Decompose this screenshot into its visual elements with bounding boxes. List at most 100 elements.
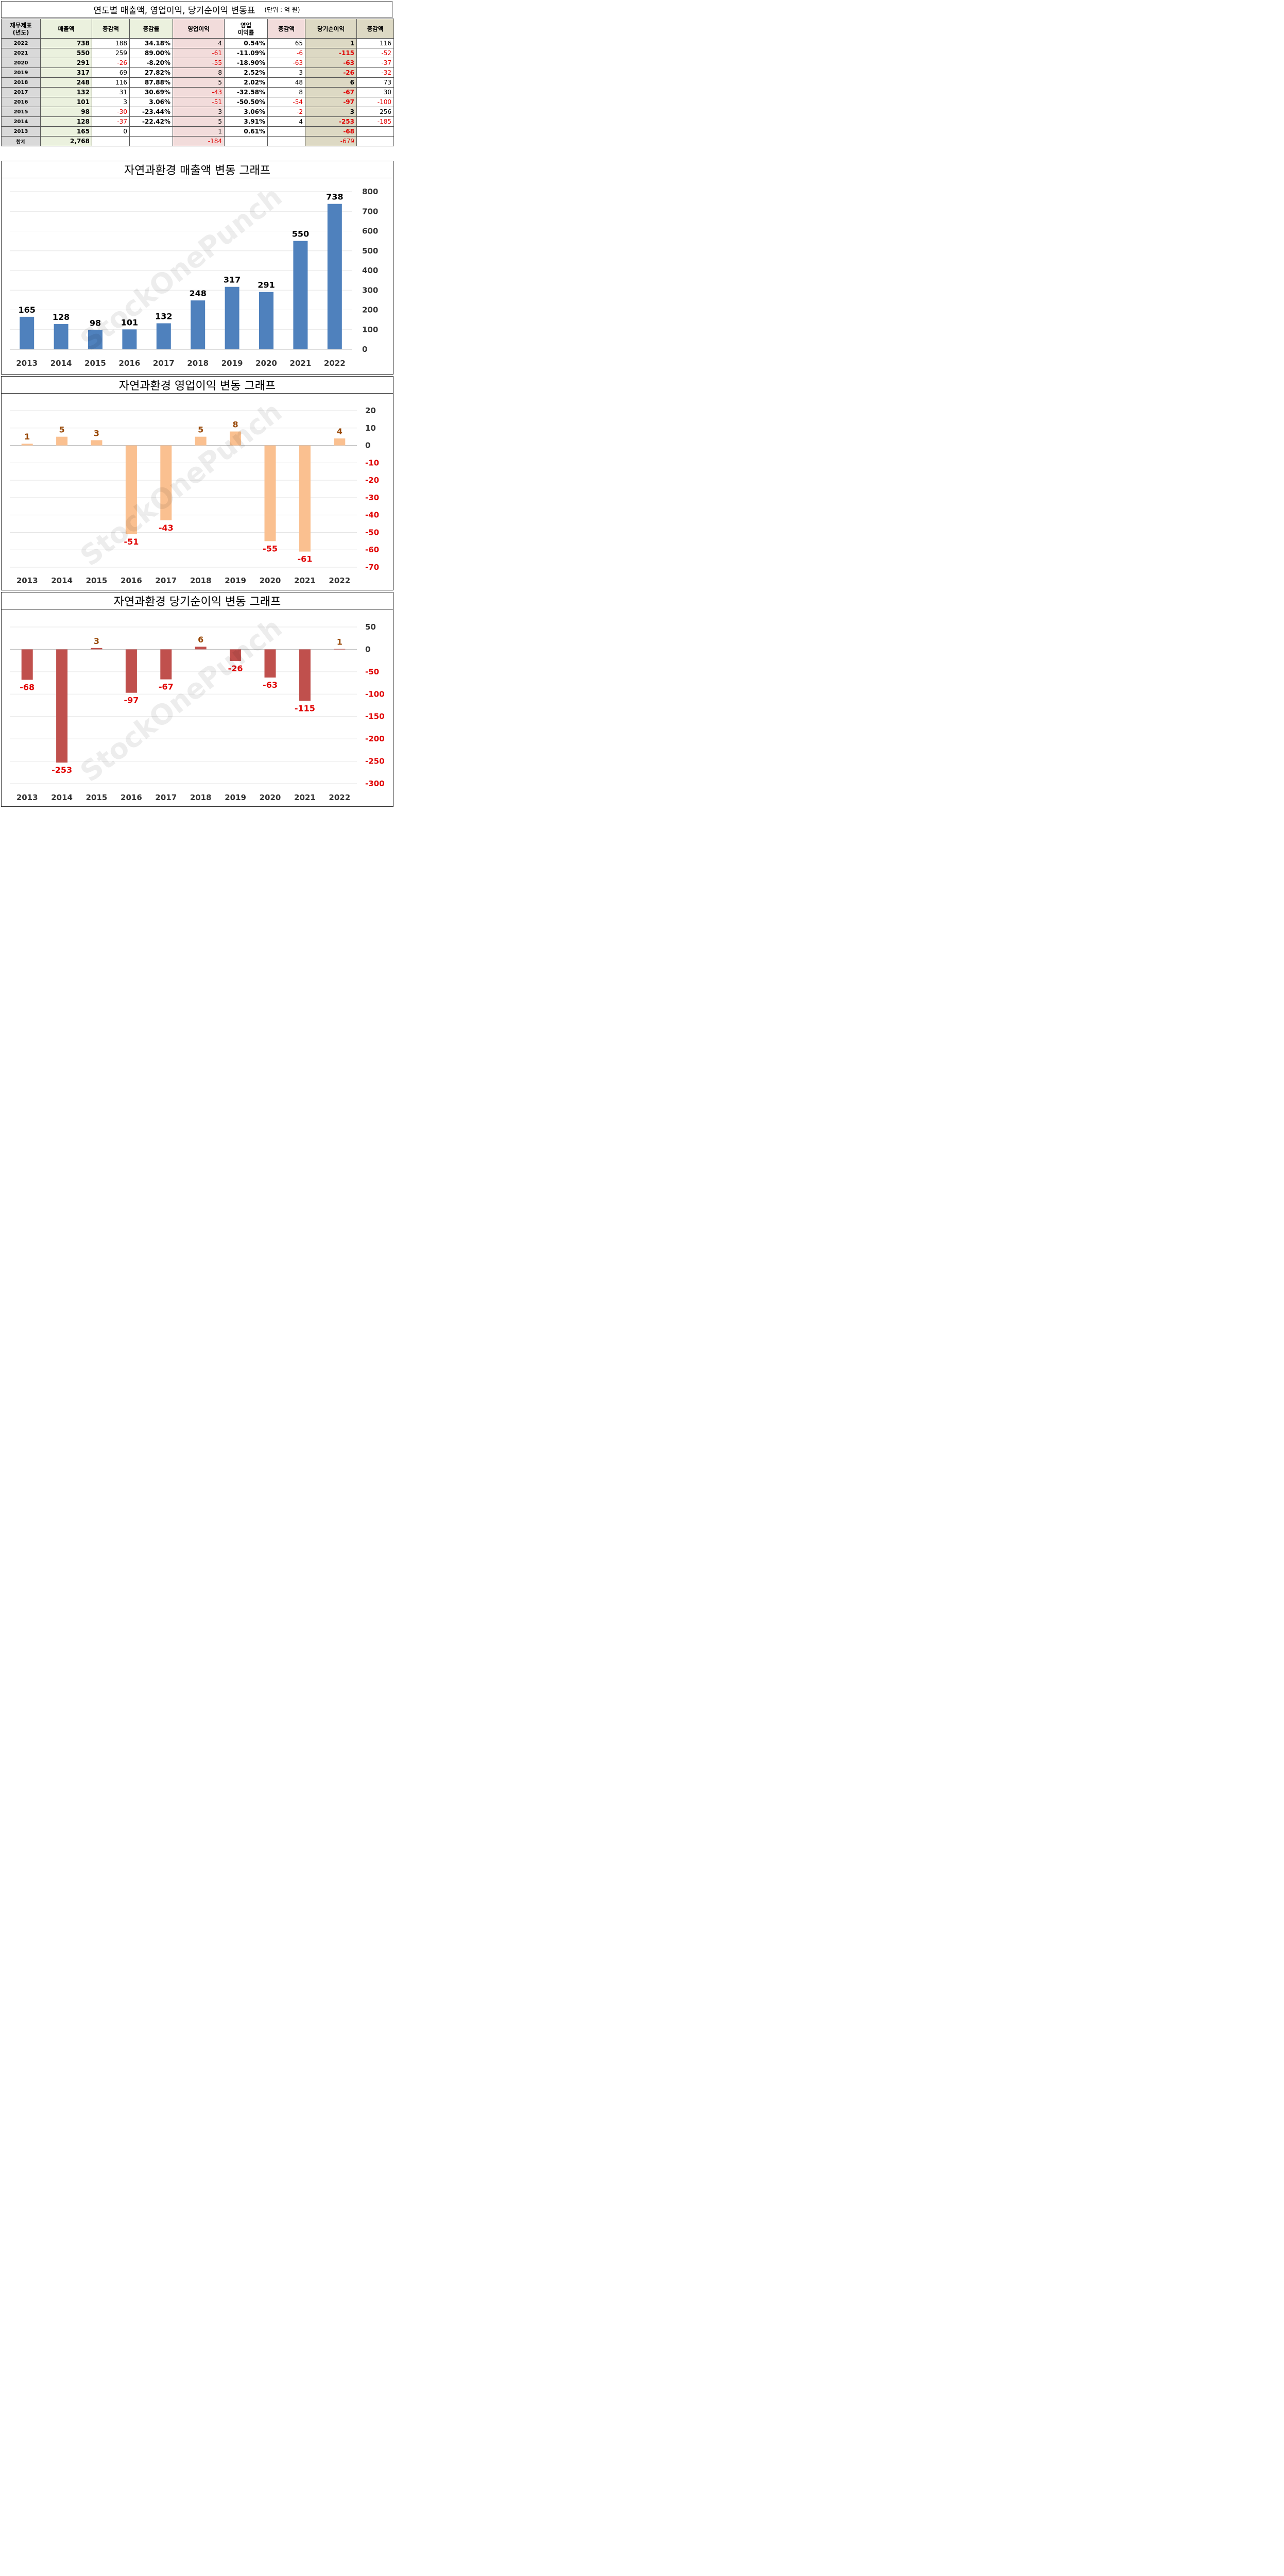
x-tick-label: 2021 <box>290 359 312 368</box>
y-tick-label: -300 <box>365 779 385 788</box>
data-label: 248 <box>189 289 206 298</box>
x-tick-label: 2013 <box>16 359 38 368</box>
cell-operating-profit: 3 <box>173 107 225 117</box>
cell-net-change: 30 <box>356 87 394 97</box>
cell-operating-margin: 3.91% <box>224 116 268 127</box>
cell-net-income: 1 <box>305 38 357 48</box>
cell-operating-profit: -55 <box>173 58 225 68</box>
cell-revenue: 132 <box>40 87 92 97</box>
y-tick-label: 800 <box>362 187 378 196</box>
x-tick-label: 2019 <box>225 576 246 585</box>
data-label: -26 <box>228 664 243 673</box>
cell-year: 2013 <box>1 126 41 137</box>
cell-year: 2021 <box>1 48 41 58</box>
y-tick-label: 50 <box>365 622 376 632</box>
cell-net-change: 73 <box>356 77 394 88</box>
table-title-row: 연도별 매출액, 영업이익, 당기순이익 변동표 (단위 : 억 원) <box>1 1 392 18</box>
data-label: -43 <box>159 523 174 533</box>
bar <box>91 440 102 446</box>
y-tick-label: 0 <box>362 345 367 354</box>
x-tick-label: 2015 <box>86 793 108 802</box>
cell-revenue-change: 259 <box>92 48 130 58</box>
table-row: 2017 132 31 30.69% -43 -32.58% 8 -67 30 <box>1 87 394 97</box>
cell-net-change: -52 <box>356 48 394 58</box>
x-tick-label: 2021 <box>294 793 316 802</box>
watermark: StockOnePunch <box>74 612 288 789</box>
y-tick-label: -200 <box>365 734 385 743</box>
bar <box>125 649 137 693</box>
y-tick-label: -50 <box>365 528 379 537</box>
cell-revenue-change: 116 <box>92 77 130 88</box>
y-tick-label: -10 <box>365 458 379 467</box>
cell-operating-profit: 4 <box>173 38 225 48</box>
data-label: 5 <box>59 425 65 435</box>
bar <box>88 330 102 349</box>
x-tick-label: 2017 <box>153 359 175 368</box>
y-tick-label: -40 <box>365 511 379 520</box>
table-row: 2013 165 0 1 0.61% -68 <box>1 126 394 137</box>
x-tick-label: 2018 <box>190 576 212 585</box>
x-tick-label: 2015 <box>86 576 108 585</box>
data-label: 317 <box>224 275 241 285</box>
cell-revenue-change: 188 <box>92 38 130 48</box>
x-tick-label: 2018 <box>187 359 209 368</box>
revenue-chart-svg: 0 100 200 300 400 500 600 700 800 165 2013 128 2014 9… <box>10 180 378 368</box>
data-label: 165 <box>18 305 35 315</box>
table-row: 2020 291 -26 -8.20% -55 -18.90% -63 -63 -37 <box>1 58 394 68</box>
cell-revenue: 248 <box>40 77 92 88</box>
cell-revenue: 128 <box>40 116 92 127</box>
x-tick-label: 2019 <box>221 359 243 368</box>
cell-revenue: 98 <box>40 107 92 117</box>
bar <box>230 649 242 662</box>
bar <box>54 324 69 349</box>
y-tick-label: 100 <box>362 325 378 334</box>
table-row: 2022 738 188 34.18% 4 0.54% 65 1 116 <box>1 38 394 48</box>
data-label: -68 <box>20 682 35 692</box>
header-operating-change: 증감액 <box>267 19 305 39</box>
cell-net-change: -32 <box>356 67 394 78</box>
cell-year: 2015 <box>1 107 41 117</box>
x-tick-label: 2013 <box>16 793 38 802</box>
cell-net-income: -26 <box>305 67 357 78</box>
data-label: -67 <box>159 682 174 692</box>
bar <box>334 649 346 650</box>
bar <box>225 286 239 349</box>
cell-net-income: 6 <box>305 77 357 88</box>
y-tick-label: -30 <box>365 493 379 502</box>
x-tick-label: 2022 <box>329 793 350 802</box>
y-tick-label: -250 <box>365 757 385 766</box>
cell-net-income: -67 <box>305 87 357 97</box>
bar <box>230 431 242 446</box>
data-label: 132 <box>155 312 172 321</box>
table-row: 2019 317 69 27.82% 8 2.52% 3 -26 -32 <box>1 67 394 78</box>
page-root: 연도별 매출액, 영업이익, 당기순이익 변동표 (단위 : 억 원) 재무제표… <box>0 0 395 808</box>
table-header-row: 재무제표 (년도) 매출액 증감액 증감률 영업이익 영업 이익률 증감액 당기순이… <box>1 19 394 39</box>
bar <box>334 438 346 446</box>
cell-net-change: 256 <box>356 107 394 117</box>
cell-revenue-rate: -23.44% <box>129 107 173 117</box>
header-net-income: 당기순이익 <box>305 19 357 39</box>
cell-year: 2019 <box>1 67 41 78</box>
bar <box>160 649 172 680</box>
data-label: 291 <box>258 280 275 290</box>
x-tick-label: 2015 <box>84 359 106 368</box>
cell-operating-change: -2 <box>267 107 305 117</box>
cell-net-income: -115 <box>305 48 357 58</box>
cell-revenue-rate: 87.88% <box>129 77 173 88</box>
x-tick-label: 2017 <box>155 793 177 802</box>
cell-revenue: 165 <box>40 126 92 137</box>
x-tick-label: 2019 <box>225 793 246 802</box>
header-operating-profit: 영업이익 <box>173 19 225 39</box>
table-body: 2022 738 188 34.18% 4 0.54% 65 1 116 2021 550 259 8… <box>1 38 394 146</box>
data-label: -55 <box>263 544 278 553</box>
y-tick-label: -70 <box>365 563 379 572</box>
data-label: 101 <box>121 317 138 327</box>
cell-year: 2020 <box>1 58 41 68</box>
x-tick-label: 2020 <box>260 793 281 802</box>
x-tick-label: 2022 <box>324 359 346 368</box>
cell-operating-profit: 5 <box>173 116 225 127</box>
cell-total-operating-profit: -184 <box>173 136 225 146</box>
watermark: StockOnePunch <box>74 396 288 573</box>
y-tick-label: 600 <box>362 227 378 236</box>
cell-net-income: -97 <box>305 97 357 107</box>
